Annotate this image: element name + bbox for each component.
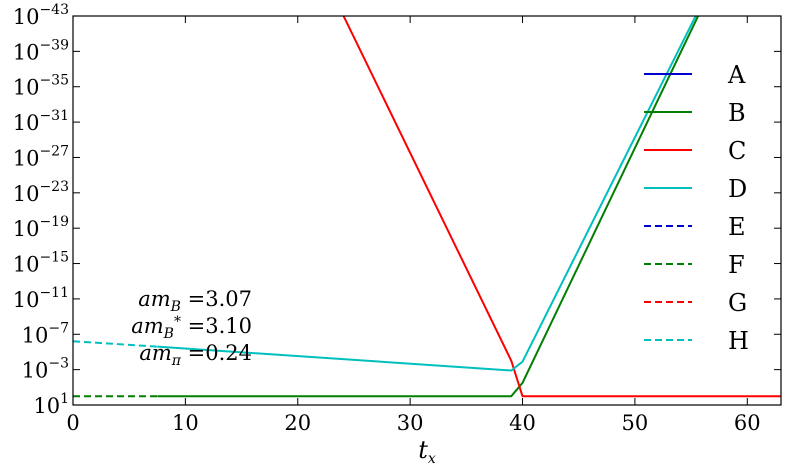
y-tick-label: 10−7 xyxy=(22,320,69,347)
y-tick-label: 10−35 xyxy=(13,73,69,100)
y-tick-label: 10−11 xyxy=(13,285,69,312)
legend-label: H xyxy=(728,327,749,355)
legend-item-g: G xyxy=(644,289,747,317)
y-tick-label: 10−23 xyxy=(13,179,69,206)
legend-item-c: C xyxy=(644,137,746,165)
annotation-line: amB* =3.10 xyxy=(131,314,252,342)
legend-item-e: E xyxy=(644,213,746,241)
legend-label: B xyxy=(728,99,746,127)
x-tick-label: 0 xyxy=(66,411,79,435)
x-tick-label: 40 xyxy=(509,411,536,435)
y-tick-label: 10−43 xyxy=(13,2,69,29)
x-tick-label: 50 xyxy=(622,411,649,435)
y-tick-label: 10−31 xyxy=(13,108,69,135)
legend-item-a: A xyxy=(644,61,746,89)
legend-item-h: H xyxy=(644,327,749,355)
y-tick-label: 10−3 xyxy=(22,356,69,383)
x-axis-label-sub: x xyxy=(428,451,436,467)
legend-label: E xyxy=(728,213,746,241)
series-line-c xyxy=(342,16,781,398)
y-tick-label: 101 xyxy=(33,391,69,418)
axis-ticks: 0 10 20 30 40 50 60 101 10−3 10−7 10−11 10−15 10−19 1… xyxy=(13,2,781,435)
x-axis-label: tx xyxy=(418,436,436,467)
x-tick-label: 30 xyxy=(397,411,424,435)
y-tick-label: 10−39 xyxy=(13,37,69,64)
legend-label: C xyxy=(728,137,746,165)
plot-frame xyxy=(72,15,782,406)
y-tick-label: 10−15 xyxy=(13,250,69,277)
legend-item-b: B xyxy=(644,99,746,127)
annotation-line: amB =3.07 xyxy=(138,287,252,315)
x-tick-label: 60 xyxy=(734,411,761,435)
series-line-d xyxy=(157,16,697,372)
legend-label: F xyxy=(728,251,745,279)
y-tick-label: 10−27 xyxy=(13,143,69,170)
legend-item-d: D xyxy=(644,175,747,203)
legend-label: A xyxy=(727,61,746,89)
legend-label: D xyxy=(728,175,747,203)
legend-label: G xyxy=(728,289,747,317)
series-line-b xyxy=(157,16,700,398)
plot-lines xyxy=(73,16,781,398)
y-tick-label: 10−19 xyxy=(13,214,69,241)
x-tick-label: 10 xyxy=(172,411,199,435)
x-tick-label: 20 xyxy=(284,411,311,435)
annotation-line: amπ =0.24 xyxy=(139,341,252,369)
series-line-h xyxy=(73,340,158,348)
x-axis-label-main: t xyxy=(418,436,428,464)
legend-item-f: F xyxy=(644,251,745,279)
